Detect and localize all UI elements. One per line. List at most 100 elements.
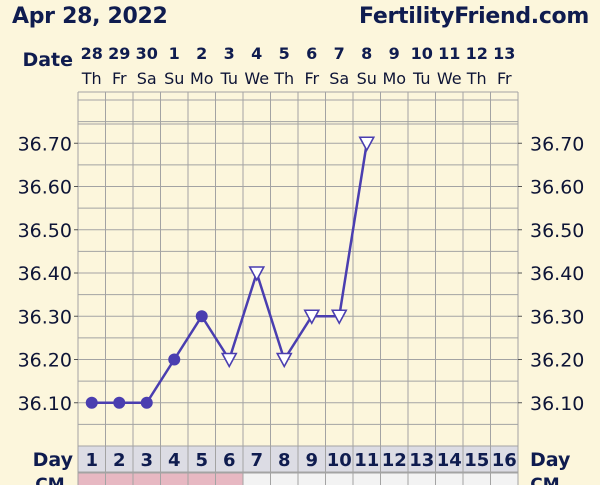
date-label: 10 (411, 44, 433, 63)
cm-cell (462, 472, 491, 485)
weekday-label: Fr (497, 69, 512, 88)
temperature-point (168, 353, 181, 366)
site-name: FertilityFriend.com (359, 4, 589, 29)
date-label: 3 (224, 44, 235, 63)
day-cell (325, 445, 354, 473)
date-label: 30 (136, 44, 158, 63)
y-tick-label-right: 36.30 (530, 306, 584, 328)
day-number: 6 (223, 450, 236, 471)
y-tick-label-right: 36.10 (530, 393, 584, 415)
y-tick-label-left: 36.60 (18, 177, 72, 199)
weekday-label: Mo (382, 69, 406, 88)
y-tick-label-left: 36.20 (18, 350, 72, 372)
day-number: 12 (382, 450, 407, 471)
cm-cell (490, 472, 519, 485)
cm-cell (407, 472, 436, 485)
y-tick-label-left: 36.40 (18, 263, 72, 285)
temperature-point (358, 136, 376, 152)
cm-cell (132, 472, 161, 485)
y-tick-label-right: 36.70 (530, 133, 584, 155)
weekday-label: Th (466, 69, 487, 88)
cm-cell (270, 472, 299, 485)
weekday-label: Tu (412, 69, 430, 88)
temperature-point (85, 396, 98, 409)
temperature-point (275, 352, 293, 369)
y-tick-label-right: 36.40 (530, 263, 584, 285)
day-number: 13 (409, 450, 434, 471)
cm-cell (77, 472, 106, 485)
temperature-point (195, 310, 208, 323)
y-tick-label-left: 36.30 (18, 306, 72, 328)
cm-row-label: CM (35, 475, 64, 485)
day-cell (407, 445, 436, 473)
date-label: 9 (389, 44, 400, 63)
day-cell (380, 445, 409, 473)
date-label: 12 (466, 44, 488, 63)
day-row-label-right: Day (530, 449, 571, 471)
day-cell (297, 445, 326, 473)
temperature-point (140, 396, 153, 409)
cm-cell (160, 472, 189, 485)
weekday-label: Sa (329, 69, 349, 88)
weekday-label: We (244, 69, 269, 88)
date-label: 5 (279, 44, 290, 63)
weekday-label: We (437, 69, 462, 88)
y-tick-label-right: 36.50 (530, 220, 584, 242)
weekday-label: Sa (137, 69, 157, 88)
day-number: 11 (354, 450, 379, 471)
weekday-label: Fr (304, 69, 319, 88)
y-tick-label-right: 36.20 (530, 350, 584, 372)
date-label: 11 (438, 44, 460, 63)
chart-date: Apr 28, 2022 (12, 4, 168, 29)
day-cell (215, 445, 244, 473)
day-number: 10 (327, 450, 352, 471)
y-tick-label-left: 36.50 (18, 220, 72, 242)
day-number: 9 (305, 450, 318, 471)
day-number: 7 (250, 450, 263, 471)
day-number: 8 (278, 450, 291, 471)
weekday-label: Mo (190, 69, 214, 88)
date-label: 2 (196, 44, 207, 63)
weekday-label: Th (81, 69, 102, 88)
date-label: 28 (81, 44, 103, 63)
date-label: 1 (169, 44, 180, 63)
day-cell (77, 445, 106, 473)
cm-cell (435, 472, 464, 485)
cm-cell (380, 472, 409, 485)
date-label: 29 (108, 44, 130, 63)
cm-cell (297, 472, 326, 485)
day-cell (242, 445, 271, 473)
y-tick-label-right: 36.60 (530, 177, 584, 199)
cm-cell (325, 472, 354, 485)
day-number: 1 (85, 450, 98, 471)
day-row-label: Day (33, 449, 74, 471)
y-tick-label-left: 36.70 (18, 133, 72, 155)
date-label: 6 (306, 44, 317, 63)
date-label: 13 (493, 44, 515, 63)
cm-row-label-right: CM (530, 475, 559, 485)
weekday-label: Fr (112, 69, 127, 88)
day-number: 4 (168, 450, 181, 471)
cm-cell (105, 472, 134, 485)
cm-cell (242, 472, 271, 485)
weekday-label: Tu (220, 69, 238, 88)
day-cell (490, 445, 519, 473)
temperature-point (248, 266, 266, 282)
day-number: 15 (464, 450, 489, 471)
date-label: 7 (334, 44, 345, 63)
weekday-label: Th (273, 69, 294, 88)
day-cell (462, 445, 491, 473)
temperature-point (330, 309, 348, 325)
cm-cell (352, 472, 381, 485)
day-number: 2 (113, 450, 126, 471)
cm-cell (215, 472, 244, 485)
date-label: 8 (361, 44, 372, 63)
date-label: 4 (251, 44, 262, 63)
weekday-label: Su (357, 69, 377, 88)
temperature-point (303, 309, 321, 325)
temperature-point (220, 352, 238, 369)
day-number: 16 (492, 450, 517, 471)
cm-cell (187, 472, 216, 485)
day-number: 14 (437, 450, 462, 471)
